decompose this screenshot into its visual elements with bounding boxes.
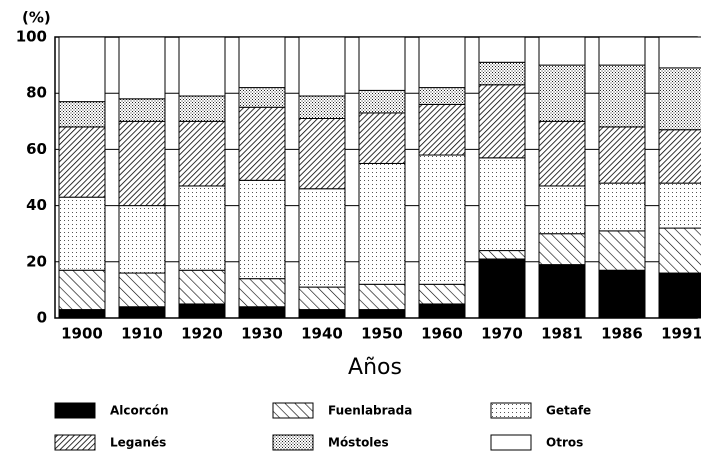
bar-segment (658, 272, 701, 319)
y-tick-label: 0 (37, 309, 47, 327)
bar-segment (178, 303, 226, 319)
bar-segment (478, 157, 526, 252)
bar-segment (298, 188, 346, 288)
bar-segment (598, 269, 646, 319)
bar-segment (478, 36, 526, 63)
bar-segment (58, 309, 106, 319)
bar-segment (538, 36, 586, 66)
bar-segment (418, 154, 466, 285)
bar-segment (58, 36, 106, 103)
y-tick-label: 100 (16, 28, 47, 46)
bar-segment (478, 61, 526, 86)
x-tick-label: 1940 (301, 325, 343, 343)
bar-segment (238, 36, 286, 89)
legend-swatch (272, 402, 314, 419)
bar-segment (658, 129, 701, 184)
bar-segment (538, 120, 586, 187)
bar-segment (598, 126, 646, 184)
bar-segment (178, 36, 226, 97)
bar-segment (178, 269, 226, 305)
bar-segment (358, 36, 406, 91)
legend-label: Leganés (110, 436, 166, 450)
legend-swatch (272, 434, 314, 451)
bar-segment (58, 269, 106, 311)
legend-swatch (490, 402, 532, 419)
legend-swatch (490, 434, 532, 451)
bar-segment (418, 283, 466, 305)
bar-segment (478, 250, 526, 260)
bar-segment (238, 87, 286, 108)
bar-segment (658, 36, 701, 69)
legend-swatch (54, 402, 96, 419)
legend-label: Getafe (546, 404, 591, 418)
bar-segment (118, 120, 166, 207)
x-tick-label: 1910 (121, 325, 163, 343)
bar-segment (478, 84, 526, 159)
legend-label: Alcorcón (110, 404, 169, 418)
bar-segment (118, 98, 166, 122)
bar-segment (118, 36, 166, 100)
x-tick-label: 1960 (421, 325, 463, 343)
bar-segment (298, 286, 346, 311)
bar-segment (298, 36, 346, 97)
x-tick-label: 1900 (61, 325, 103, 343)
bar-segment (418, 303, 466, 319)
bar-segment (358, 283, 406, 311)
bar-segment (358, 89, 406, 114)
y-unit: (%) (22, 9, 51, 27)
bar-segment (238, 106, 286, 181)
x-tick-label: 1981 (541, 325, 583, 343)
x-tick-label: 1930 (241, 325, 283, 343)
bar-segment (298, 309, 346, 319)
y-tick-label: 60 (26, 140, 47, 158)
bar-segment (418, 103, 466, 156)
bar-segment (538, 185, 586, 235)
legend-label: Móstoles (328, 436, 389, 450)
y-tick-label: 80 (26, 84, 47, 102)
bar-segment (58, 196, 106, 271)
bar-segment (118, 205, 166, 274)
bar-segment (118, 272, 166, 308)
bar-segment (298, 95, 346, 119)
bar-segment (358, 162, 406, 285)
x-tick-label: 1991 (661, 325, 701, 343)
bar-segment (58, 101, 106, 128)
bar-segment (238, 278, 286, 308)
bar-segment (538, 233, 586, 266)
bar-segment (178, 185, 226, 271)
bar-segment (238, 306, 286, 319)
bar-segment (598, 64, 646, 128)
bar-segment (358, 309, 406, 319)
bar-segment (658, 182, 701, 229)
x-axis-title: Años (348, 355, 402, 380)
bar-segment (118, 306, 166, 319)
legend-label: Fuenlabrada (328, 404, 412, 418)
bar-segment (478, 258, 526, 319)
bar-segment (178, 95, 226, 122)
bar-segment (178, 120, 226, 187)
y-tick-label: 40 (26, 196, 47, 214)
bar-segment (238, 179, 286, 280)
x-tick-label: 1920 (181, 325, 223, 343)
bar-segment (418, 87, 466, 105)
bar-segment (58, 126, 106, 198)
bar-segment (418, 36, 466, 89)
bar-segment (658, 227, 701, 274)
bar-segment (598, 182, 646, 232)
bar-segment (538, 64, 586, 122)
x-tick-label: 1950 (361, 325, 403, 343)
bar-segment (358, 112, 406, 164)
legend-label: Otros (546, 436, 583, 450)
bar-segment (658, 67, 701, 131)
bar-segment (298, 117, 346, 190)
x-tick-label: 1970 (481, 325, 523, 343)
bar-segment (538, 264, 586, 319)
bar-segment (598, 230, 646, 271)
legend-swatch (54, 434, 96, 451)
bar-segment (598, 36, 646, 66)
y-tick-label: 20 (26, 252, 47, 270)
x-tick-label: 1986 (601, 325, 643, 343)
